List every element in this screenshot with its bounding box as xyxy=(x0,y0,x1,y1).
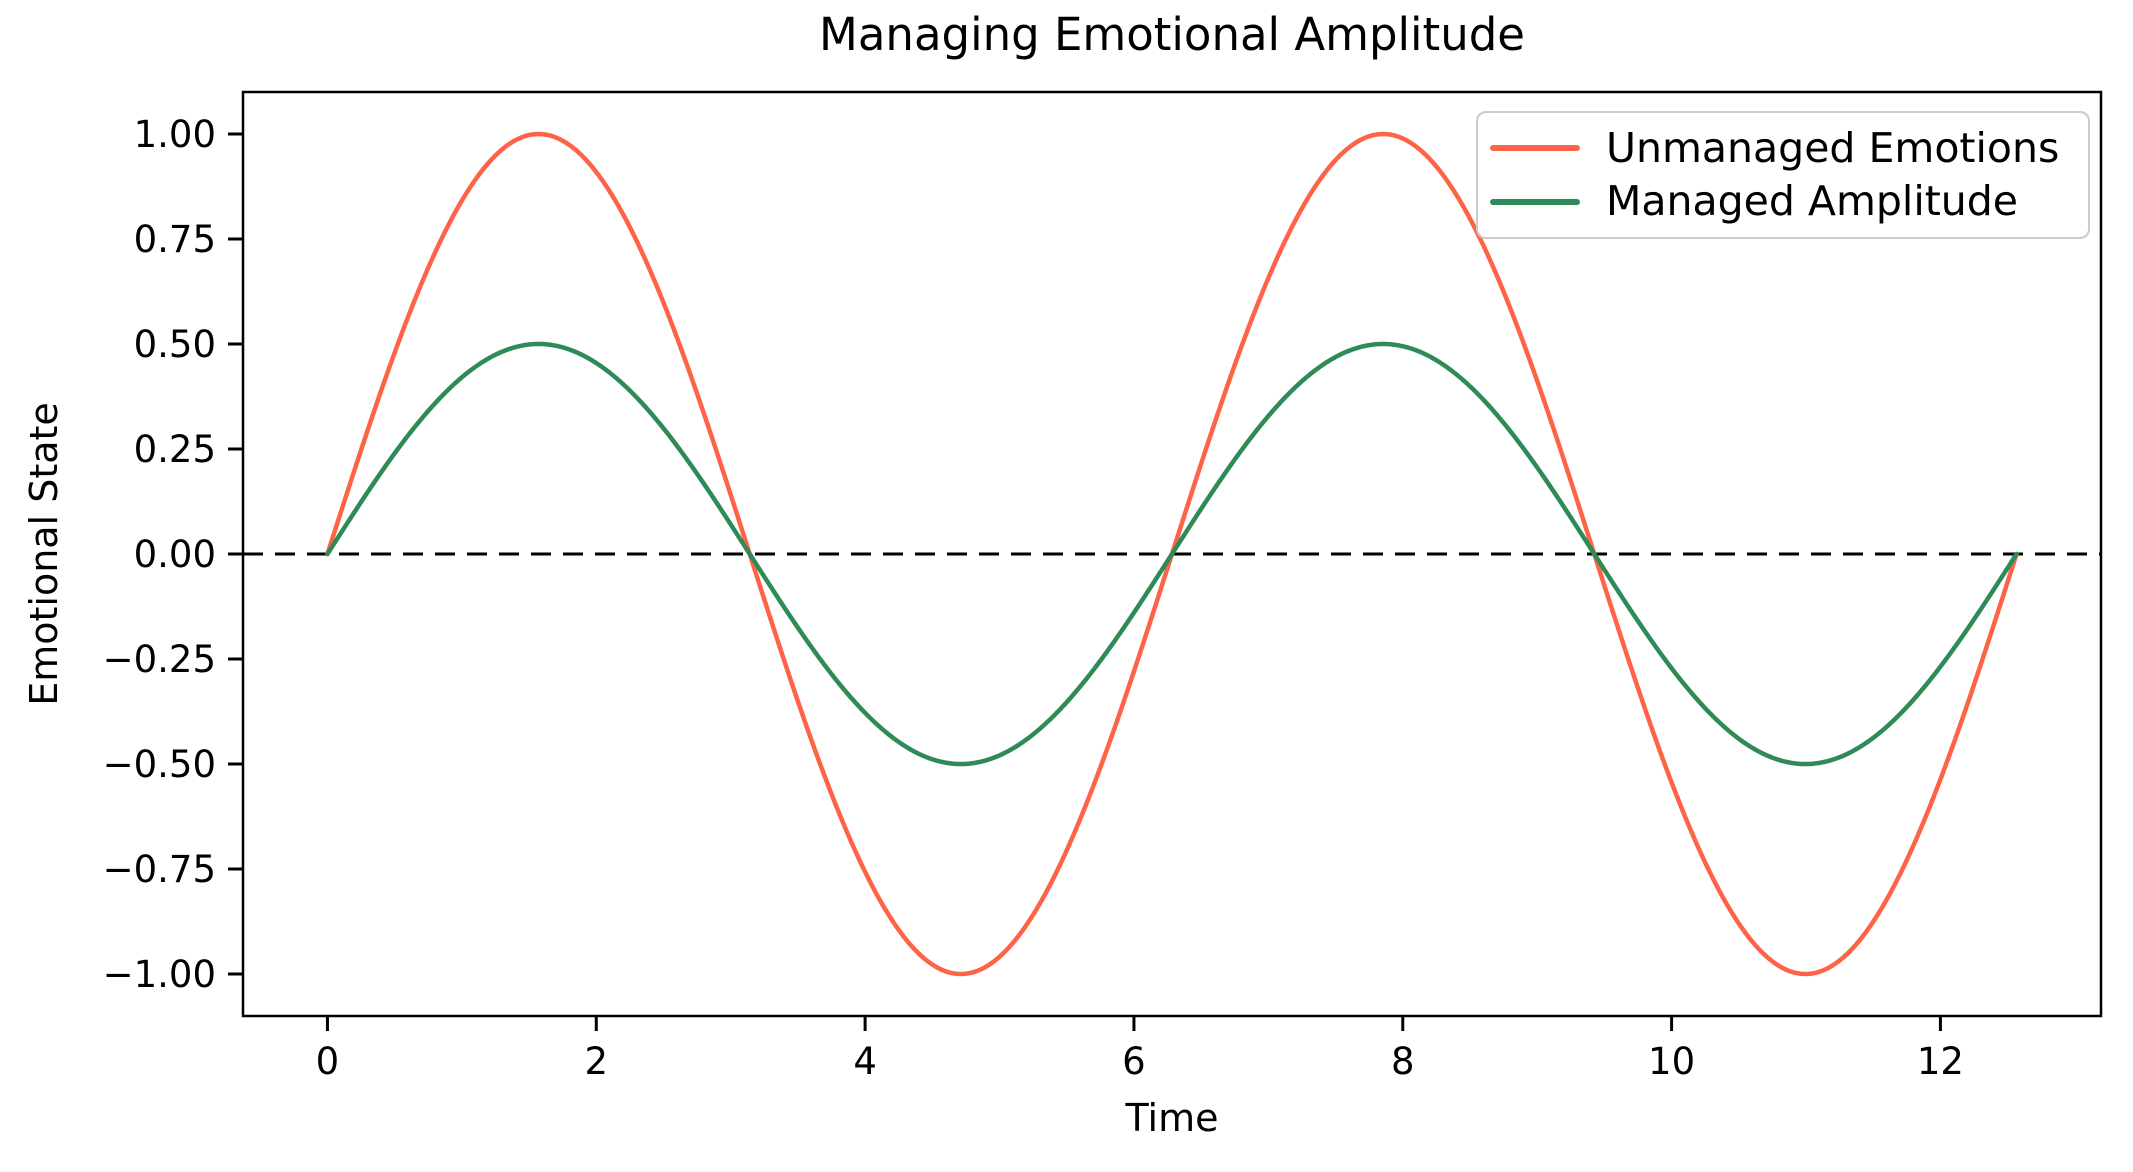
legend-item: Unmanaged Emotions xyxy=(1490,123,2078,172)
y-tick-label: −0.25 xyxy=(103,638,216,681)
legend: Unmanaged Emotions Managed Amplitude xyxy=(1476,111,2090,239)
y-tick-label: 0.00 xyxy=(134,533,216,576)
x-tick-label: 4 xyxy=(853,1040,877,1083)
x-tick-label: 10 xyxy=(1648,1040,1695,1083)
x-tick-label: 6 xyxy=(1122,1040,1146,1083)
legend-item: Managed Amplitude xyxy=(1490,179,2078,224)
legend-line-icon xyxy=(1490,198,1580,205)
chart-title: Managing Emotional Amplitude xyxy=(819,8,1525,61)
x-tick-label: 0 xyxy=(316,1040,340,1083)
x-tick-label: 12 xyxy=(1917,1040,1964,1083)
y-tick-label: −0.50 xyxy=(103,743,216,786)
x-tick-label: 2 xyxy=(585,1040,609,1083)
legend-label: Managed Amplitude xyxy=(1606,177,2019,226)
legend-line-icon xyxy=(1490,145,1580,152)
y-tick-label: 1.00 xyxy=(134,113,216,156)
y-tick-label: 0.25 xyxy=(134,428,216,471)
y-tick-label: 0.75 xyxy=(134,218,216,261)
y-tick-label: −1.00 xyxy=(103,953,216,996)
series-line-1 xyxy=(325,341,2019,767)
y-tick-label: 0.50 xyxy=(134,323,216,366)
legend-label: Unmanaged Emotions xyxy=(1606,123,2060,172)
x-axis-label: Time xyxy=(1125,1096,1219,1140)
x-tick-label: 8 xyxy=(1391,1040,1415,1083)
y-tick-label: −0.75 xyxy=(103,848,216,891)
